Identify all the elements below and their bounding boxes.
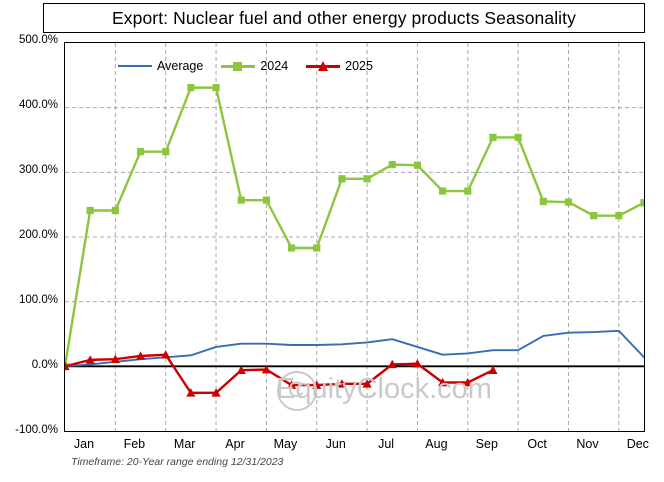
data-point-2024: [86, 206, 94, 215]
x-axis-tick-label: Dec: [626, 437, 649, 451]
x-axis-tick-label: Jun: [325, 437, 346, 451]
x-axis-tick-label: Aug: [425, 437, 448, 451]
data-point-2025: [211, 388, 221, 397]
chart-legend: Average 2024 2025: [118, 55, 378, 77]
plot-area: [64, 42, 645, 432]
y-axis-tick-label: 300.0%: [18, 164, 58, 176]
data-point-2024: [111, 206, 119, 215]
x-axis-tick-label: Feb: [123, 437, 146, 451]
chart-footnote: Timeframe: 20-Year range ending 12/31/20…: [71, 456, 284, 468]
data-point-2024: [262, 196, 270, 204]
x-axis-tick-label: May: [273, 437, 298, 451]
x-axis-tick-label: Jan: [73, 437, 95, 451]
data-point-2025: [438, 377, 448, 387]
y-axis-tick-label: -100.0%: [15, 424, 58, 436]
data-point-2024: [615, 212, 623, 220]
data-point-2024: [212, 84, 220, 92]
legend-swatch-2024: [221, 59, 256, 73]
data-point-2024: [640, 199, 644, 207]
page-title: Export: Nuclear fuel and other energy pr…: [112, 7, 576, 28]
data-point-2025: [85, 355, 95, 364]
data-point-2024: [287, 244, 296, 252]
data-point-2024: [590, 212, 598, 220]
series-line-average: [65, 329, 644, 368]
data-point-2025: [236, 365, 246, 374]
legend-label: Average: [157, 59, 204, 73]
data-point-2025: [412, 359, 423, 368]
x-axis-tick-label: Mar: [173, 437, 196, 451]
data-point-2024: [237, 196, 245, 204]
legend-label: 2025: [345, 59, 373, 73]
legend-triangle-icon: [318, 61, 329, 71]
data-point-2024: [187, 84, 195, 92]
data-point-2024: [136, 148, 145, 156]
x-axis-tick-label: Oct: [527, 437, 547, 451]
data-point-2025: [387, 359, 397, 369]
y-axis-tick-label: 0.0%: [31, 359, 58, 371]
y-axis-tick-label: 400.0%: [18, 99, 58, 111]
data-point-2024: [514, 133, 522, 142]
legend-square-icon: [233, 62, 243, 71]
data-point-2024: [313, 244, 321, 252]
legend-item-2024: 2024: [221, 59, 288, 73]
data-point-2025: [286, 380, 297, 389]
x-axis-tick-label: Sep: [475, 437, 498, 451]
data-point-2024: [564, 198, 573, 206]
data-point-2024: [539, 197, 547, 206]
data-point-2025: [261, 364, 271, 374]
series-line-2024: [65, 86, 644, 368]
legend-label: 2024: [260, 59, 289, 73]
data-point-2024: [439, 187, 447, 195]
data-point-2025: [463, 377, 473, 387]
legend-swatch-average: [118, 59, 152, 73]
data-point-2024: [338, 175, 346, 183]
data-point-2025: [488, 365, 498, 374]
legend-swatch-2025: [306, 59, 341, 73]
y-axis-tick-label: 100.0%: [18, 294, 58, 306]
data-point-2025: [362, 379, 372, 388]
data-point-2024: [162, 148, 170, 156]
y-axis-tick-label: 200.0%: [18, 229, 58, 241]
chart-title-box: Export: Nuclear fuel and other energy pr…: [43, 3, 645, 33]
data-point-2024: [489, 133, 497, 142]
data-point-2024: [388, 160, 396, 169]
data-point-2024: [363, 175, 371, 183]
data-point-2025: [135, 351, 146, 360]
legend-item-2025: 2025: [306, 59, 373, 73]
x-axis-tick-label: Jul: [378, 437, 395, 451]
chart-canvas: [65, 43, 644, 431]
data-point-2025: [337, 379, 347, 388]
data-point-2024: [464, 187, 472, 195]
x-axis-tick-label: Apr: [225, 437, 245, 451]
data-point-2024: [413, 161, 422, 169]
data-point-2025: [186, 388, 196, 397]
data-point-2025: [110, 354, 120, 363]
legend-item-average: Average: [118, 59, 203, 73]
data-point-2025: [161, 350, 171, 359]
x-axis-tick-label: Nov: [576, 437, 599, 451]
y-axis-tick-label: 500.0%: [18, 34, 58, 46]
